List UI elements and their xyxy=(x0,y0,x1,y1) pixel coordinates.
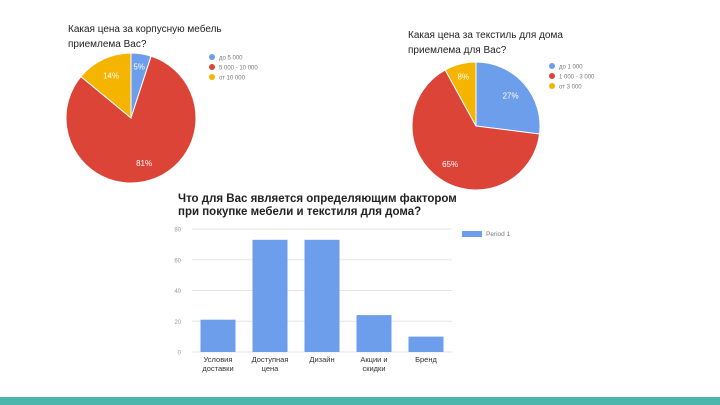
bar-category-label-2-0: Дизайн xyxy=(309,355,334,364)
bar-category-label-0-1: доставки xyxy=(202,364,233,373)
textile-pie-legend-label-2: от 3 000 xyxy=(559,85,582,91)
textile-pie-slice-1 xyxy=(411,69,541,191)
bar-4 xyxy=(408,336,444,352)
bar-chart-title: Что для Вас является определяющим фактор… xyxy=(178,193,457,218)
furniture-pie-legend-label-2: от 10 000 xyxy=(219,76,246,82)
textile-pie-legend-label-1: 1 000 - 3 000 xyxy=(559,75,595,81)
furniture-pie-slice-2 xyxy=(80,52,132,120)
bar-legend-label: Period 1 xyxy=(486,231,511,238)
bar-category-label-3-1: скидки xyxy=(362,364,385,373)
bar-0 xyxy=(200,319,236,352)
textile-pie-slice-label-2: 8% xyxy=(458,72,470,81)
bar-ytick-label-0: 0 xyxy=(178,351,182,357)
bar-2 xyxy=(304,239,340,352)
bar-ytick-label-4: 80 xyxy=(174,228,181,234)
bar-category-label-3-0: Акции и xyxy=(360,355,387,364)
textile-pie-legend-swatch-2 xyxy=(549,83,555,89)
furniture-pie-title: Какая цена за корпусную мебель приемлема… xyxy=(68,24,222,50)
furniture-pie-legend-swatch-1 xyxy=(209,64,215,70)
bar-ytick-label-2: 40 xyxy=(174,289,181,295)
bar-category-label-0-0: Условия xyxy=(204,355,233,364)
bar-category-label-4-0: Бренд xyxy=(415,355,437,364)
footer-accent-bar xyxy=(0,397,720,405)
furniture-pie-legend-label-1: 5 000 - 10 000 xyxy=(219,66,258,72)
bar-category-label-1-1: цена xyxy=(262,364,280,373)
textile-pie-legend-label-0: до 1 000 xyxy=(559,65,583,71)
furniture-pie-legend-swatch-0 xyxy=(209,54,215,60)
furniture-pie-legend-label-0: до 5 000 xyxy=(219,56,243,62)
furniture-pie-slice-label-1: 81% xyxy=(136,159,152,168)
textile-pie-slice-2 xyxy=(444,61,477,127)
furniture-pie-legend-swatch-2 xyxy=(209,74,215,80)
furniture-pie-slice-label-0: 5% xyxy=(133,63,145,72)
furniture-pie-slice-label-2: 14% xyxy=(103,72,119,81)
textile-pie-legend-swatch-0 xyxy=(549,63,555,69)
bar-legend-swatch xyxy=(462,231,482,237)
bar-3 xyxy=(356,315,392,352)
bar-category-label-1-0: Доступная xyxy=(252,355,289,364)
furniture-pie-slice-1 xyxy=(65,55,197,184)
textile-pie-slice-label-0: 27% xyxy=(503,92,519,101)
textile-pie-slice-0 xyxy=(475,61,541,135)
textile-pie-title: Какая цена за текстиль для дома приемлем… xyxy=(408,30,563,56)
bar-ytick-label-1: 20 xyxy=(174,320,181,326)
textile-pie-slice-label-1: 65% xyxy=(442,160,458,169)
textile-pie-legend-swatch-1 xyxy=(549,73,555,79)
bar-1 xyxy=(252,239,288,352)
bar-ytick-label-3: 60 xyxy=(174,258,181,264)
